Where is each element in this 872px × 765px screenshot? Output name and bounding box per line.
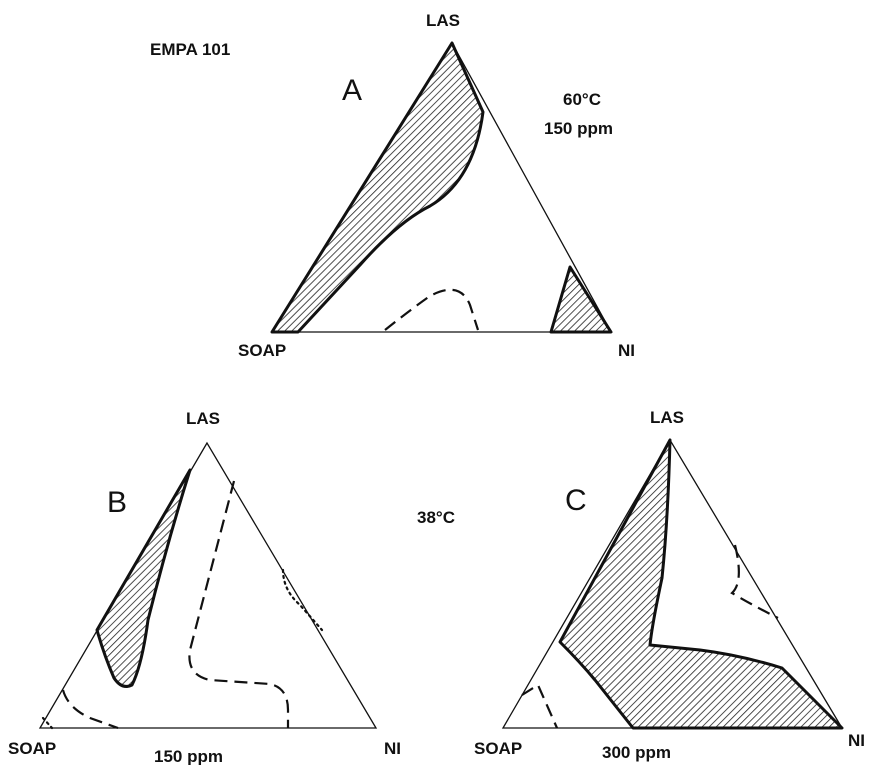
- panel-b-shaded-region: [95, 468, 192, 688]
- panel-c-dashed-boundary-right: [730, 544, 779, 619]
- panel-b-letter: B: [107, 486, 127, 519]
- panel-a-shaded-region-right: [549, 265, 613, 334]
- panel-b-hardness: 150 ppm: [154, 747, 223, 765]
- panel-a-temperature: 60°C: [563, 90, 601, 109]
- panel-a: A LAS SOAP NI 60°C 150 ppm: [238, 11, 635, 360]
- panel-a-shaded-region-left: [270, 41, 485, 334]
- panel-c: C LAS SOAP NI 300 ppm: [474, 408, 865, 762]
- panel-b-dotted-corner: [41, 716, 54, 730]
- panel-c-vertex-top: LAS: [650, 408, 684, 427]
- panel-b-vertex-top: LAS: [186, 409, 220, 428]
- panel-a-vertex-top: LAS: [426, 11, 460, 30]
- figure-header: EMPA 101: [150, 40, 230, 59]
- panel-a-hardness: 150 ppm: [544, 119, 613, 138]
- panel-b-dotted-boundary: [281, 568, 324, 632]
- panel-b-triangle: [38, 441, 378, 729]
- panel-c-hardness: 300 ppm: [602, 743, 671, 762]
- panel-b-dashed-boundary-bottom: [61, 689, 119, 730]
- panel-b-dashed-boundary-center: [188, 480, 290, 728]
- panel-c-letter: C: [565, 484, 587, 517]
- panel-a-dashed-boundary: [384, 288, 480, 331]
- panel-a-vertex-right: NI: [618, 341, 635, 360]
- panel-b-vertex-left: SOAP: [8, 739, 56, 758]
- panel-c-vertex-left: SOAP: [474, 739, 522, 758]
- panel-a-vertex-left: SOAP: [238, 341, 286, 360]
- panel-c-vertex-right: NI: [848, 731, 865, 750]
- panel-c-dashed-boundary-bottom: [521, 683, 559, 729]
- panel-b-vertex-right: NI: [384, 739, 401, 758]
- panels-bc-temperature: 38°C: [417, 508, 455, 527]
- panel-b: B LAS SOAP NI 150 ppm: [8, 409, 401, 765]
- panel-a-letter: A: [342, 74, 362, 107]
- panel-c-shaded-region: [558, 438, 844, 730]
